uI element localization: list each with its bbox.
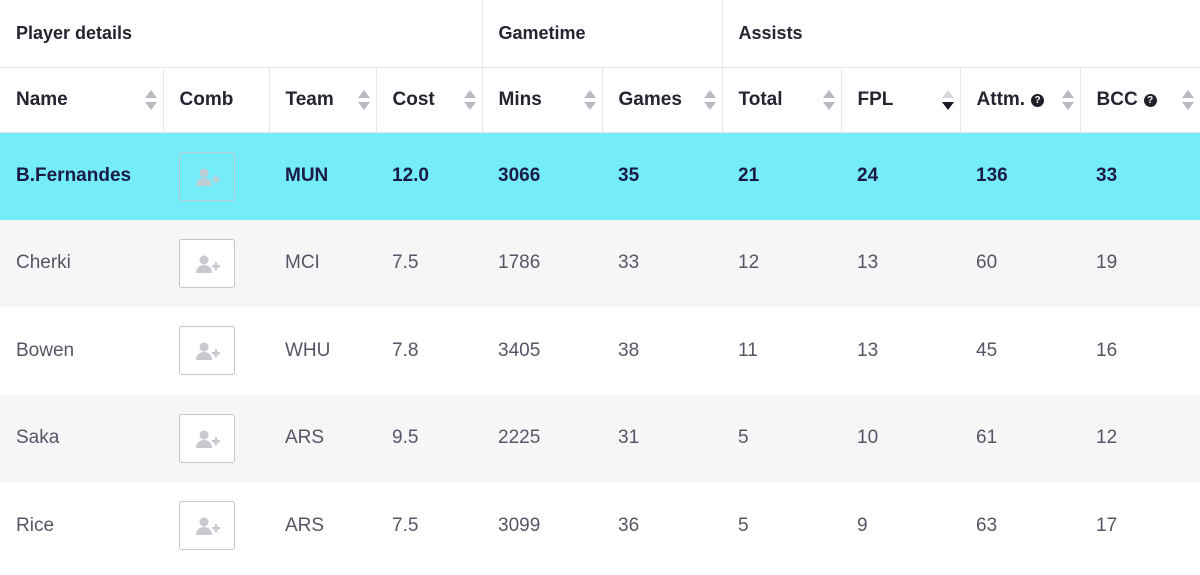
cell-mins: 3099 (482, 482, 603, 570)
add-to-comparison-button[interactable] (179, 501, 235, 551)
column-label-comb: Comb (179, 88, 234, 110)
column-header-team[interactable]: Team (268, 66, 377, 133)
column-header-fpl[interactable]: FPL (840, 66, 961, 133)
column-label-mins: Mins (498, 88, 542, 110)
cell-comb (163, 394, 269, 482)
cell-fpl: 13 (841, 307, 961, 395)
column-label-cost: Cost (392, 88, 435, 110)
cell-bcc: 33 (1080, 132, 1200, 220)
cell-fpl: 13 (841, 219, 961, 307)
cell-total: 5 (722, 482, 842, 570)
column-label-attm: Attm. (976, 88, 1026, 110)
cell-name[interactable]: Bowen (0, 307, 163, 395)
cell-name[interactable]: Rice (0, 482, 163, 570)
cell-games: 33 (602, 219, 723, 307)
cell-fpl: 10 (841, 394, 961, 482)
cell-team: MCI (269, 219, 376, 307)
column-header-name[interactable]: Name (0, 66, 164, 133)
column-header-total[interactable]: Total (721, 66, 842, 133)
cell-games: 36 (602, 482, 723, 570)
cell-cost: 12.0 (376, 132, 483, 220)
cell-cost: 7.8 (376, 307, 483, 395)
cell-mins: 3405 (482, 307, 603, 395)
column-label-total: Total (738, 88, 783, 110)
cell-bcc: 19 (1080, 219, 1200, 307)
column-header-games[interactable]: Games (601, 66, 723, 133)
cell-name[interactable]: Saka (0, 394, 163, 482)
cell-name[interactable]: Cherki (0, 219, 163, 307)
cell-mins: 3066 (482, 132, 603, 220)
column-header-row: Name Comb Team Cost Mins Games Total FPL… (0, 66, 1200, 133)
cell-mins: 2225 (482, 394, 603, 482)
cell-name[interactable]: B.Fernandes (0, 132, 163, 220)
cell-comb (163, 482, 269, 570)
cell-attm: 61 (960, 394, 1081, 482)
group-player-details: Player details (0, 0, 483, 68)
cell-attm: 60 (960, 219, 1081, 307)
cell-team: ARS (269, 394, 376, 482)
cell-comb (163, 132, 269, 220)
table-row[interactable]: Saka ARS 9.5 2225 31 5 10 61 12 (0, 394, 1200, 482)
column-label-name: Name (16, 88, 68, 110)
cell-bcc: 12 (1080, 394, 1200, 482)
column-label-team: Team (285, 88, 334, 110)
cell-comb (163, 307, 269, 395)
sort-arrows-icon[interactable] (583, 89, 596, 110)
group-assists: Assists (721, 0, 1200, 68)
table-row[interactable]: Rice ARS 7.5 3099 36 5 9 63 17 (0, 482, 1200, 570)
cell-fpl: 9 (841, 482, 961, 570)
player-rows: B.Fernandes MUN 12.0 3066 35 21 24 136 33 Cherki M… (0, 132, 1200, 570)
cell-team: ARS (269, 482, 376, 570)
cell-bcc: 16 (1080, 307, 1200, 395)
column-header-attm[interactable]: Attm.? (959, 66, 1081, 133)
add-to-comparison-button[interactable] (179, 326, 235, 376)
cell-attm: 136 (960, 132, 1081, 220)
column-header-comb: Comb (162, 66, 270, 133)
sort-arrows-icon[interactable] (1182, 89, 1195, 110)
cell-comb (163, 219, 269, 307)
cell-total: 21 (722, 132, 842, 220)
sort-arrows-icon[interactable] (144, 89, 157, 110)
cell-games: 35 (602, 132, 723, 220)
column-header-cost[interactable]: Cost (375, 66, 483, 133)
cell-cost: 7.5 (376, 219, 483, 307)
cell-total: 12 (722, 219, 842, 307)
sort-arrows-icon[interactable] (357, 89, 370, 110)
cell-games: 31 (602, 394, 723, 482)
sort-arrows-icon[interactable] (1061, 89, 1074, 110)
cell-fpl: 24 (841, 132, 961, 220)
sort-arrows-icon[interactable] (463, 89, 476, 110)
column-group-header-row: Player details Gametime Assists (0, 0, 1200, 68)
help-icon[interactable]: ? (1143, 93, 1157, 107)
add-to-comparison-button[interactable] (179, 151, 235, 201)
cell-attm: 45 (960, 307, 1081, 395)
cell-team: WHU (269, 307, 376, 395)
cell-cost: 7.5 (376, 482, 483, 570)
sort-arrows-icon[interactable] (822, 89, 835, 110)
column-header-bcc[interactable]: BCC? (1079, 66, 1200, 133)
cell-team: MUN (269, 132, 376, 220)
cell-total: 5 (722, 394, 842, 482)
help-icon[interactable]: ? (1031, 93, 1045, 107)
column-label-bcc: BCC (1096, 88, 1138, 110)
table-row[interactable]: Bowen WHU 7.8 3405 38 11 13 45 16 (0, 307, 1200, 395)
cell-attm: 63 (960, 482, 1081, 570)
cell-mins: 1786 (482, 219, 603, 307)
cell-total: 11 (722, 307, 842, 395)
column-header-mins[interactable]: Mins (481, 66, 603, 133)
sort-arrows-icon[interactable] (703, 89, 716, 110)
group-gametime: Gametime (481, 0, 723, 68)
column-label-games: Games (618, 88, 682, 110)
column-label-fpl: FPL (857, 88, 894, 110)
cell-cost: 9.5 (376, 394, 483, 482)
cell-bcc: 17 (1080, 482, 1200, 570)
table-row[interactable]: Cherki MCI 7.5 1786 33 12 13 60 19 (0, 219, 1200, 307)
cell-games: 38 (602, 307, 723, 395)
add-to-comparison-button[interactable] (179, 238, 235, 288)
add-to-comparison-button[interactable] (179, 413, 235, 463)
sort-descending-icon[interactable] (941, 89, 954, 110)
table-row[interactable]: B.Fernandes MUN 12.0 3066 35 21 24 136 33 (0, 132, 1200, 220)
